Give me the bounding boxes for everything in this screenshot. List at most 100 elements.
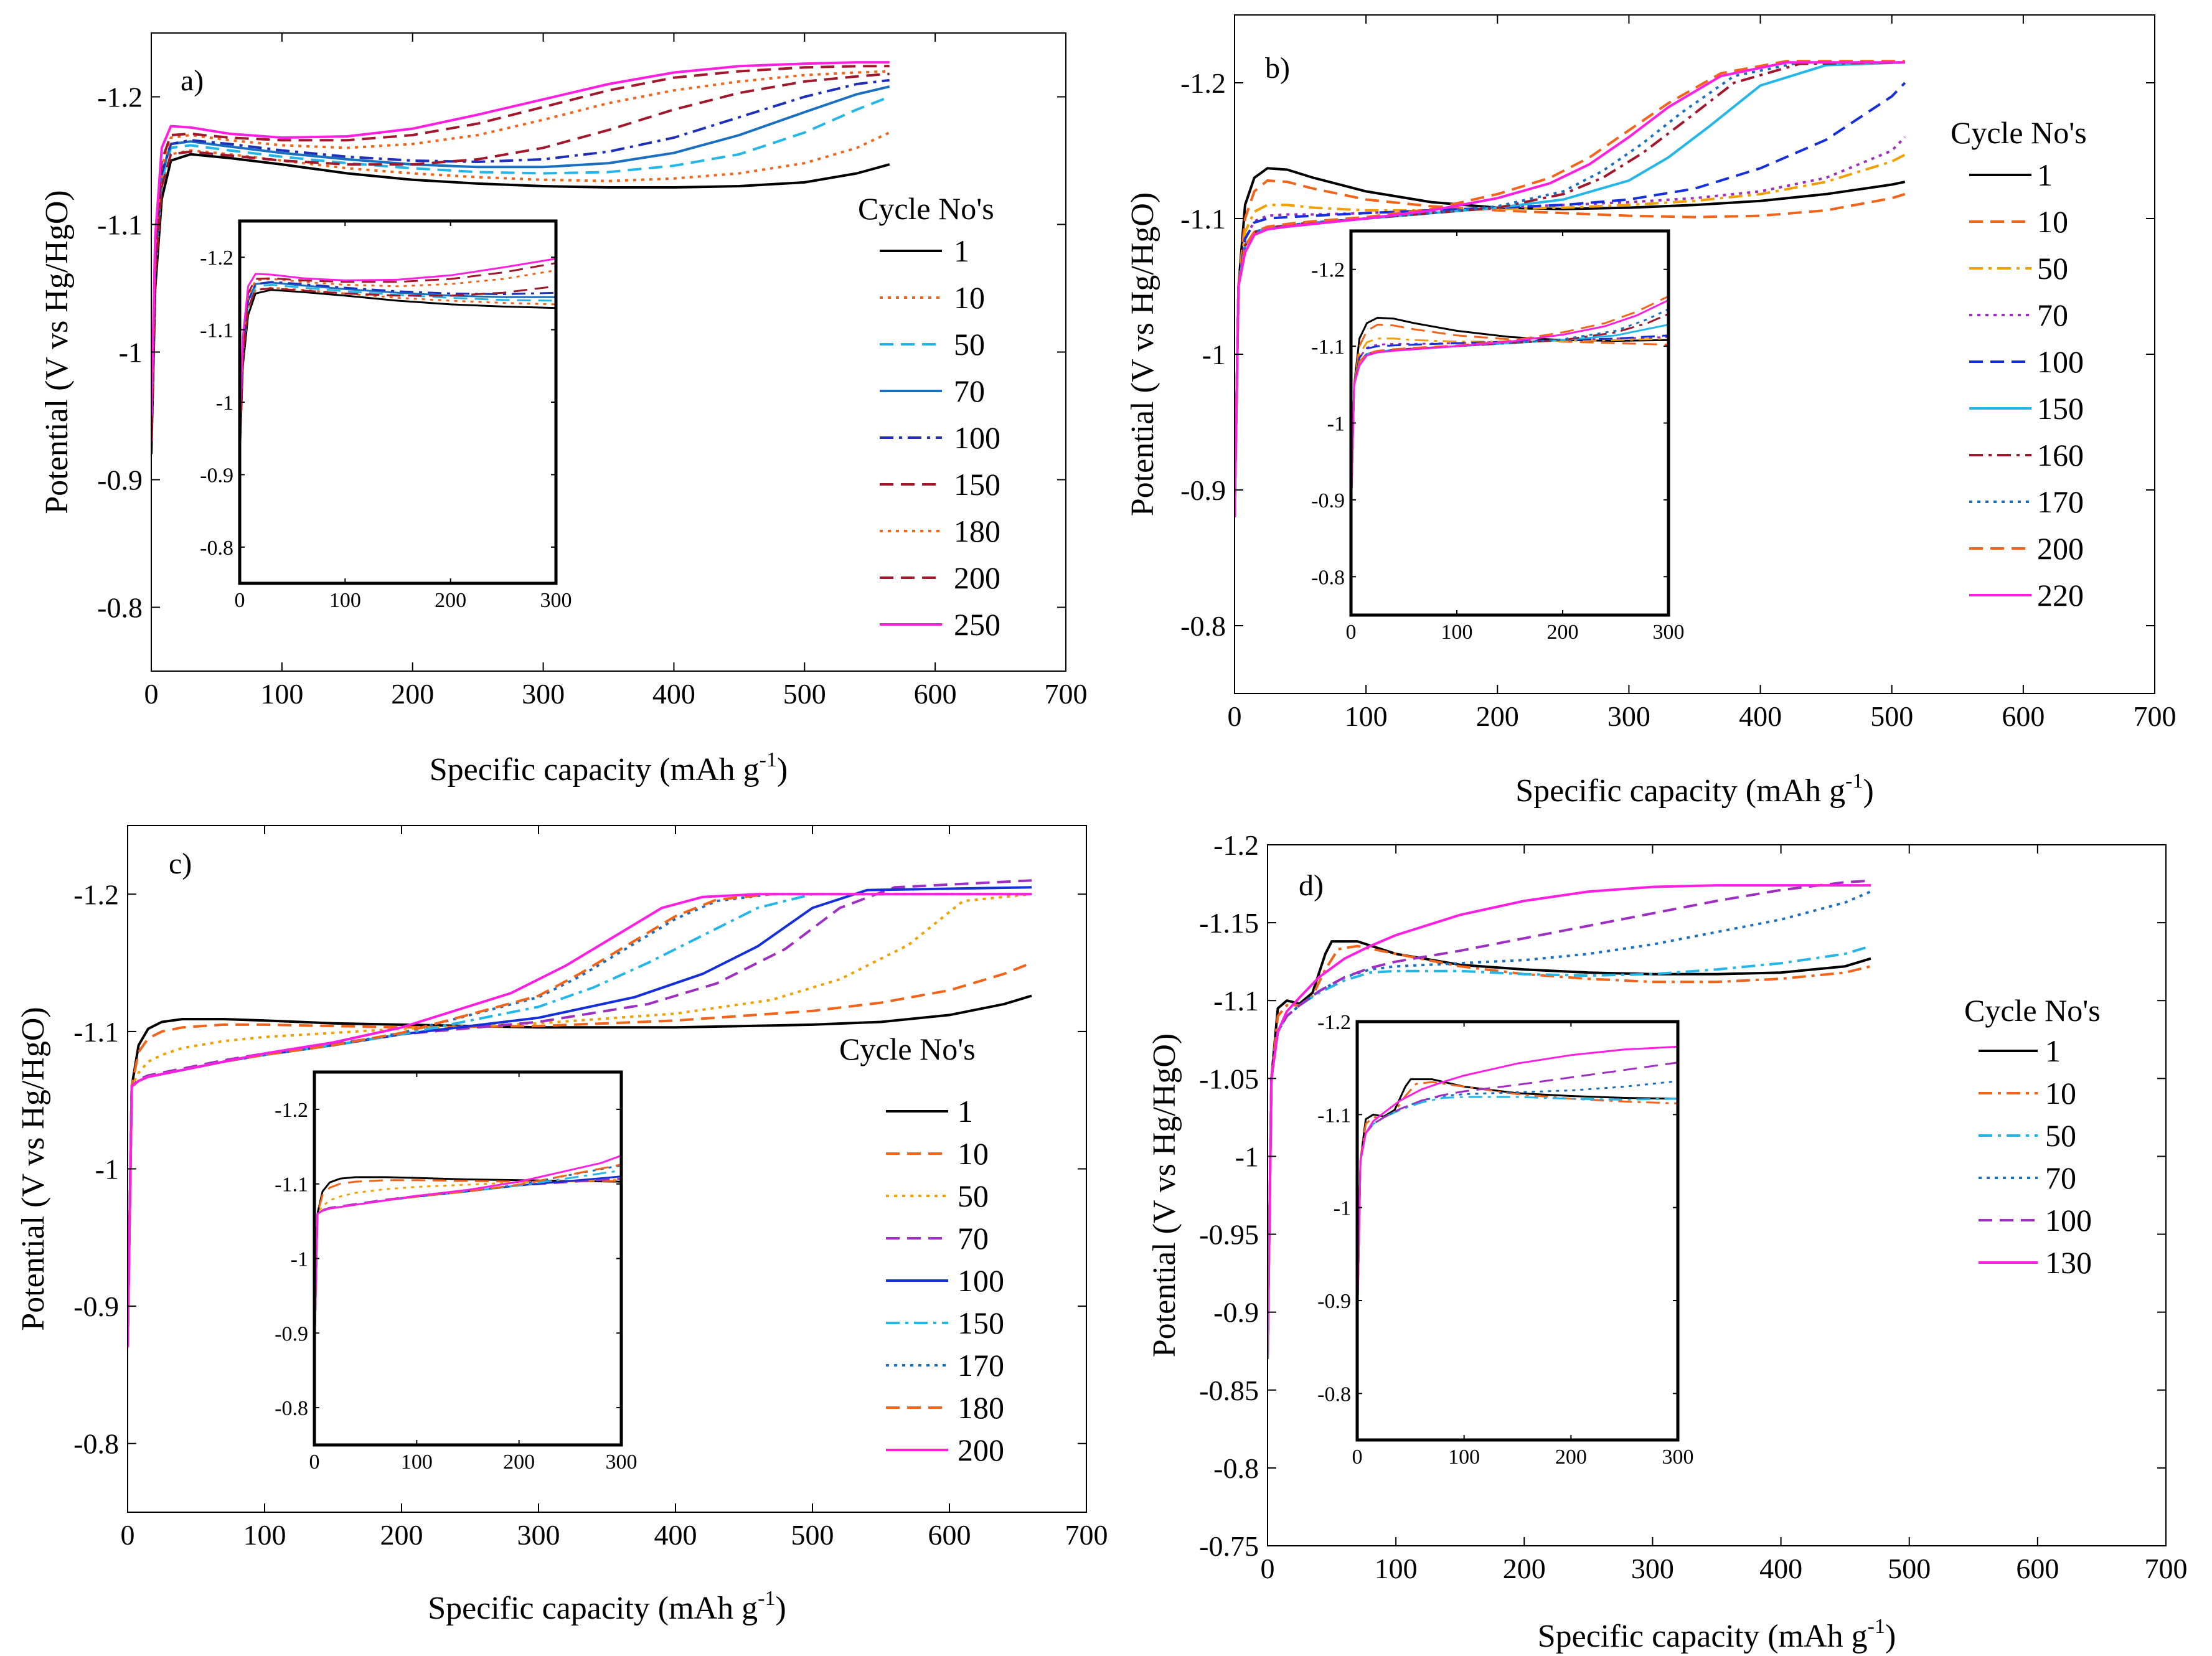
panel-b-inset-x-tick-label-200: 200 xyxy=(1547,621,1579,644)
panel-a-inset-series-line-50 xyxy=(240,283,556,446)
panel-b-inset-y-tick-label-4: -1.2 xyxy=(1311,259,1345,282)
panel-d-main-y-tick-label-4: -0.95 xyxy=(1199,1219,1259,1251)
panel-d-main-series-line-10 xyxy=(1268,944,1871,1359)
panel-a-main-y-tick-label-3: -1.1 xyxy=(97,209,143,241)
panel-d-inset-y-tick-label-1: -0.9 xyxy=(1317,1290,1351,1313)
panel-c-main-series-line-200 xyxy=(128,893,1032,1348)
panel-b-inset-y-tick-label-2: -1 xyxy=(1327,413,1345,436)
panel-c-legend-label-100: 100 xyxy=(958,1263,1004,1298)
panel-b-legend: Cycle No's 1 10 50 70 100 150 160 170 200 220 xyxy=(1951,115,2087,613)
panel-c-inset-series-line-50 xyxy=(314,1178,621,1356)
panel-c-legend-label-180: 180 xyxy=(958,1390,1004,1425)
panel-d-inset-x-tick-label-200: 200 xyxy=(1555,1446,1587,1469)
panel-a-legend-label-180: 180 xyxy=(954,514,1000,548)
panel-b-x-axis-label-main: Specific capacity (mAh g xyxy=(1515,773,1845,809)
panel-c-legend-title: Cycle No's xyxy=(839,1032,976,1066)
panel-b: 0 100 200 300 400 500 600 700-0.8-0.9-1-1.1-1.2… xyxy=(1125,14,2177,809)
panel-a-main-x-tick-label-700: 700 xyxy=(1045,678,1088,710)
panel-d-inset-y-tick-label-2: -1 xyxy=(1334,1197,1351,1220)
panel-d-legend-title: Cycle No's xyxy=(1964,993,2101,1028)
panel-d-inset-y-tick-label-3: -1.1 xyxy=(1317,1104,1351,1127)
panel-b-main-x-tick-label-100: 100 xyxy=(1345,700,1388,732)
panel-a-x-axis-label-sup: -1 xyxy=(760,748,777,771)
panel-a-legend-title: Cycle No's xyxy=(858,191,994,226)
panel-b-main-series-line-200 xyxy=(1235,60,1905,517)
panel-d-legend-label-100: 100 xyxy=(2045,1203,2092,1238)
panel-b-legend-label-200: 200 xyxy=(2037,531,2084,566)
panel-b-label: b) xyxy=(1265,52,1290,85)
panel-a: 0 100 200 300 400 500 600 700-0.8-0.9-1-1.1-1.2… xyxy=(39,32,1088,788)
panel-a-main-series-line-250 xyxy=(151,61,890,416)
panel-d-y-axis-label: Potential (V vs Hg/HgO) xyxy=(1147,1033,1182,1357)
panel-c-inset-x-tick-label-200: 200 xyxy=(503,1451,535,1474)
panel-b-inset-series-line-1 xyxy=(1351,316,1668,515)
panel-d-x-axis-label: Specific capacity (mAh g-1) xyxy=(1538,1615,1896,1654)
panel-d-main-y-tick-label-2: -0.85 xyxy=(1199,1375,1259,1406)
panel-d-legend-label-1: 1 xyxy=(2045,1033,2061,1068)
panel-b-legend-label-170: 170 xyxy=(2037,484,2084,519)
panel-b-main-x-tick-label-0: 0 xyxy=(1228,700,1242,732)
panel-a-x-axis-label-main: Specific capacity (mAh g xyxy=(430,752,760,788)
panel-c-label: c) xyxy=(169,847,192,880)
panel-c-legend-label-50: 50 xyxy=(958,1178,989,1213)
panel-c-x-axis-label-end: ) xyxy=(775,1591,786,1626)
panel-b-main-series-line-1 xyxy=(1235,167,1906,517)
panel-c-main-y-tick-label-0: -0.8 xyxy=(73,1428,119,1460)
panel-c-main-x-tick-label-400: 400 xyxy=(654,1519,697,1551)
panel-d-label: d) xyxy=(1299,869,1324,902)
panel-d: 0 100 200 300 400 500 600 700-0.75-0.8-0.85-0.9… xyxy=(1147,829,2188,1654)
panel-d-inset-y-tick-label-0: -0.8 xyxy=(1317,1383,1351,1406)
panel-b-main-y-tick-label-2: -1 xyxy=(1202,339,1226,370)
panel-c-main-series-group xyxy=(128,879,1032,1348)
panel-a-main-x-tick-label-0: 0 xyxy=(144,678,159,710)
panel-c-main-series-line-50 xyxy=(128,893,1032,1348)
panel-d-main-y-tick-label-7: -1.1 xyxy=(1213,985,1259,1017)
panel-b-main-x-tick-label-700: 700 xyxy=(2134,700,2177,732)
panel-b-legend-label-50: 50 xyxy=(2037,251,2068,286)
panel-a-main-y-tick-label-4: -1.2 xyxy=(97,82,143,113)
panel-a-legend-label-10: 10 xyxy=(954,280,985,315)
panel-c-inset-y-tick-label-3: -1.1 xyxy=(275,1174,308,1197)
panel-d-main-y-tick-label-8: -1.15 xyxy=(1199,907,1259,939)
panel-b-inset-y-tick-label-3: -1.1 xyxy=(1311,336,1345,359)
panel-c-legend-label-150: 150 xyxy=(958,1306,1004,1340)
panel-d-inset-frame xyxy=(1355,1020,1680,1442)
panel-c-inset-y-tick-label-1: -0.9 xyxy=(275,1322,308,1345)
panel-d-main-series-line-1 xyxy=(1268,940,1871,1359)
panel-a-main-series-group xyxy=(151,61,890,454)
panel-d-inset-series-line-130 xyxy=(1357,1045,1678,1329)
panel-a-inset-series-line-200 xyxy=(240,261,556,446)
panel-a-legend: Cycle No's 1 10 50 70 100 150 180 200 250 xyxy=(858,191,1000,642)
panel-a-main-series-line-180 xyxy=(151,70,890,429)
panel-b-inset-y-tick-label-0: -0.8 xyxy=(1311,566,1345,589)
panel-b-main-series-group xyxy=(1235,60,1906,517)
panel-c-legend-label-70: 70 xyxy=(958,1221,989,1256)
panel-c: 0 100 200 300 400 500 600 700-0.8-0.9-1-1.1-1.2… xyxy=(16,825,1108,1626)
panel-c-x-axis-label: Specific capacity (mAh g-1) xyxy=(428,1587,786,1626)
panel-a-main-x-tick-label-600: 600 xyxy=(914,678,957,710)
panel-b-legend-label-100: 100 xyxy=(2037,344,2084,379)
panel-d-legend-label-50: 50 xyxy=(2045,1118,2076,1153)
panel-a-label: a) xyxy=(181,64,204,97)
panel-a-main-x-tick-label-200: 200 xyxy=(391,678,434,710)
panel-b-legend-label-160: 160 xyxy=(2037,438,2084,473)
panel-d-inset-series-line-1 xyxy=(1357,1078,1678,1329)
panel-d-x-axis-label-main: Specific capacity (mAh g xyxy=(1538,1619,1868,1654)
panel-c-main-series-line-1 xyxy=(128,994,1032,1348)
panel-c-legend-label-200: 200 xyxy=(958,1433,1004,1467)
panel-b-inset-series-group xyxy=(1351,295,1668,515)
panel-d-main-x-tick-label-300: 300 xyxy=(1631,1553,1674,1584)
panel-a-main-series-line-200 xyxy=(151,65,890,429)
panel-d-main-frame xyxy=(1267,844,2167,1546)
panel-c-x-axis-label-main: Specific capacity (mAh g xyxy=(428,1591,758,1626)
panel-a-main-series-line-150 xyxy=(151,72,890,442)
panel-d-main-y-tick-label-5: -1 xyxy=(1235,1141,1259,1172)
panel-a-main-y-tick-label-1: -0.9 xyxy=(97,464,143,496)
panel-b-main-series-line-10 xyxy=(1235,179,1906,517)
panel-d-main-x-tick-label-600: 600 xyxy=(2016,1553,2059,1584)
panel-d-main-x-tick-label-500: 500 xyxy=(1888,1553,1931,1584)
panel-a-inset-series-group xyxy=(240,257,556,461)
panel-b-y-axis-label: Potential (V vs Hg/HgO) xyxy=(1125,192,1160,516)
panel-d-legend: Cycle No's 1 10 50 70 100 130 xyxy=(1964,993,2101,1280)
